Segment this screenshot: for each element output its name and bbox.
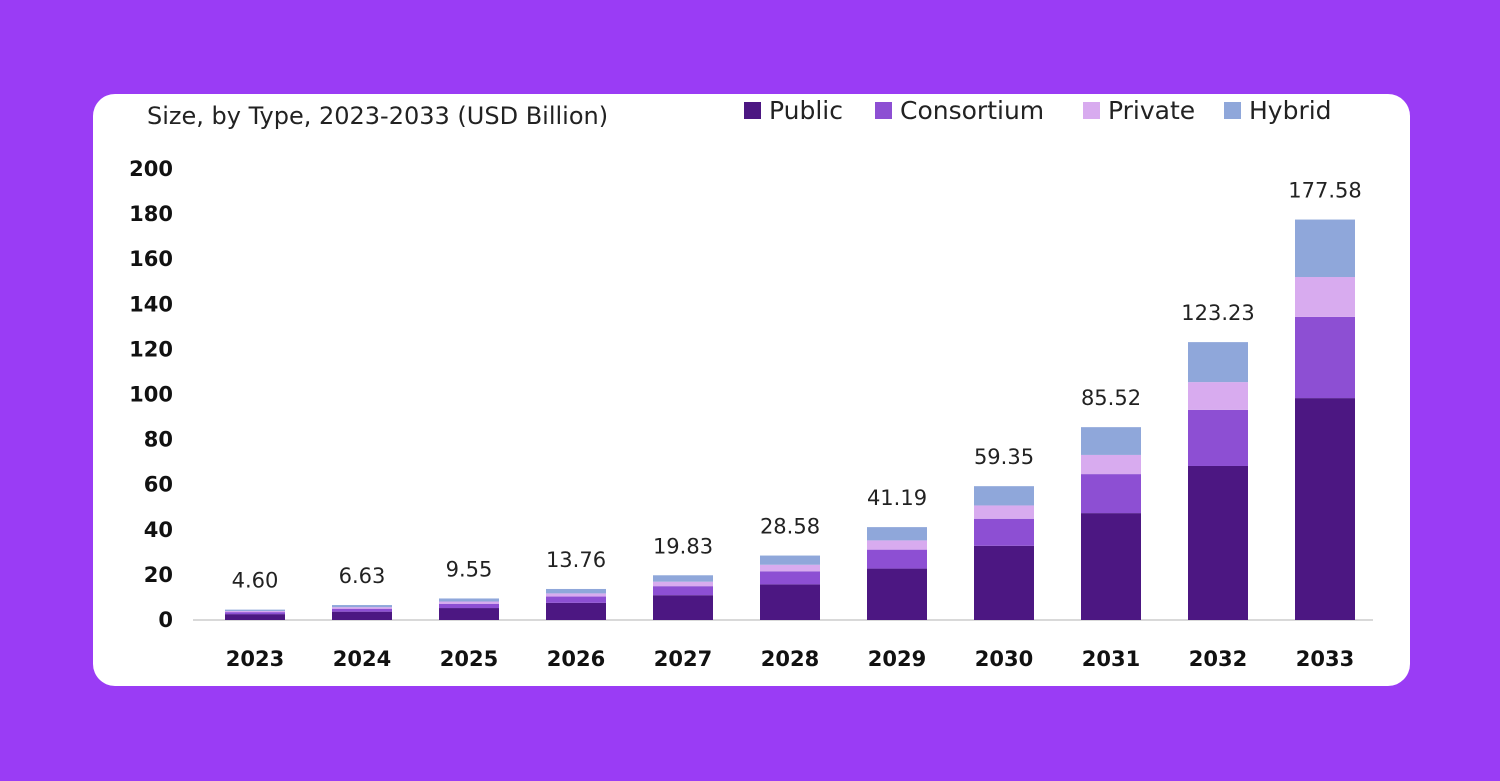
total-label-2024: 6.63 — [339, 564, 386, 588]
x-tick-label-2024: 2024 — [333, 647, 391, 671]
bar-segment-consortium-2033 — [1295, 316, 1355, 399]
x-tick-label-2025: 2025 — [440, 647, 498, 671]
y-tick-label: 120 — [129, 337, 173, 361]
legend-swatch-private — [1083, 102, 1100, 119]
x-tick-label-2032: 2032 — [1189, 647, 1247, 671]
bar-segment-private-2024 — [332, 607, 392, 609]
bar-segment-public-2026 — [546, 602, 606, 620]
bar-segment-public-2024 — [332, 611, 392, 620]
y-tick-label: 60 — [144, 473, 173, 497]
bar-segment-hybrid-2031 — [1081, 427, 1141, 455]
bar-segment-private-2031 — [1081, 454, 1141, 475]
bar-segment-consortium-2028 — [760, 571, 820, 585]
y-axis: 0 20 40 60 80 100 120 140 160 180 200 — [129, 157, 173, 632]
total-label-2026: 13.76 — [546, 548, 606, 572]
bar-segment-private-2032 — [1188, 382, 1248, 410]
bar-segment-private-2026 — [546, 593, 606, 597]
bar-segment-private-2030 — [974, 505, 1034, 519]
y-tick-label: 160 — [129, 247, 173, 271]
legend-swatch-consortium — [875, 102, 892, 119]
x-tick-label-2023: 2023 — [226, 647, 284, 671]
x-tick-label-2026: 2026 — [547, 647, 605, 671]
bar-segment-hybrid-2033 — [1295, 219, 1355, 278]
x-tick-label-2029: 2029 — [868, 647, 926, 671]
bar-segment-public-2025 — [439, 608, 499, 620]
bar-segment-private-2029 — [867, 540, 927, 550]
legend-label-private: Private — [1108, 96, 1195, 125]
total-label-2028: 28.58 — [760, 515, 820, 539]
total-label-2023: 4.60 — [232, 569, 279, 593]
bar-segment-public-2027 — [653, 595, 713, 620]
legend-label-hybrid: Hybrid — [1249, 96, 1332, 125]
bar-segment-private-2025 — [439, 601, 499, 604]
total-label-2031: 85.52 — [1081, 386, 1141, 410]
y-tick-label: 80 — [144, 428, 173, 452]
legend-swatch-public — [744, 102, 761, 119]
bar-segment-hybrid-2030 — [974, 486, 1034, 506]
bar-segment-public-2023 — [225, 614, 285, 620]
bar-segment-public-2030 — [974, 545, 1034, 620]
bar-segment-consortium-2029 — [867, 549, 927, 569]
legend-swatch-hybrid — [1224, 102, 1241, 119]
total-label-2032: 123.23 — [1181, 301, 1254, 325]
stacked-bar-chart: Size, by Type, 2023-2033 (USD Billion) P… — [129, 96, 1373, 671]
bar-segment-consortium-2030 — [974, 518, 1034, 546]
y-tick-label: 180 — [129, 202, 173, 226]
total-label-2027: 19.83 — [653, 534, 713, 558]
bar-segment-private-2033 — [1295, 277, 1355, 317]
bar-segment-hybrid-2028 — [760, 555, 820, 565]
bar-segment-hybrid-2026 — [546, 588, 606, 594]
chart-card: Size, by Type, 2023-2033 (USD Billion) P… — [93, 94, 1410, 686]
legend: Public Consortium Private Hybrid — [744, 96, 1332, 125]
bar-segment-public-2031 — [1081, 513, 1141, 620]
total-label-2030: 59.35 — [974, 445, 1034, 469]
y-tick-label: 100 — [129, 383, 173, 407]
bars — [225, 219, 1355, 620]
bar-segment-public-2033 — [1295, 398, 1355, 620]
bar-segment-consortium-2026 — [546, 596, 606, 603]
y-tick-label: 40 — [144, 518, 173, 542]
bar-segment-hybrid-2024 — [332, 605, 392, 608]
y-tick-label: 200 — [129, 157, 173, 181]
bar-segment-public-2029 — [867, 568, 927, 620]
x-axis: 2023 2024 2025 2026 2027 2028 2029 2030 2031 2032… — [226, 647, 1354, 671]
bar-segment-consortium-2027 — [653, 586, 713, 596]
bar-segment-public-2028 — [760, 584, 820, 620]
bar-segment-hybrid-2027 — [653, 575, 713, 582]
bar-segment-hybrid-2032 — [1188, 342, 1248, 383]
chart-title: Size, by Type, 2023-2033 (USD Billion) — [147, 102, 608, 130]
bar-segment-hybrid-2029 — [867, 527, 927, 541]
total-label-2029: 41.19 — [867, 486, 927, 510]
total-labels: 4.60 6.63 9.55 13.76 19.83 28.58 41.19 59.35 85.… — [232, 179, 1362, 593]
total-label-2033: 177.58 — [1288, 179, 1361, 203]
bar-segment-hybrid-2025 — [439, 598, 499, 602]
x-tick-label-2031: 2031 — [1082, 647, 1140, 671]
bar-segment-consortium-2032 — [1188, 409, 1248, 466]
bar-segment-consortium-2025 — [439, 603, 499, 609]
bar-segment-consortium-2023 — [225, 612, 285, 615]
bar-segment-private-2028 — [760, 564, 820, 572]
total-label-2025: 9.55 — [446, 557, 493, 581]
bar-segment-hybrid-2023 — [225, 609, 285, 611]
legend-label-consortium: Consortium — [900, 96, 1044, 125]
x-tick-label-2028: 2028 — [761, 647, 819, 671]
y-tick-label: 20 — [144, 563, 173, 587]
x-tick-label-2033: 2033 — [1296, 647, 1354, 671]
x-tick-label-2030: 2030 — [975, 647, 1033, 671]
bar-segment-consortium-2024 — [332, 608, 392, 612]
bar-segment-consortium-2031 — [1081, 474, 1141, 514]
legend-label-public: Public — [769, 96, 843, 125]
x-tick-label-2027: 2027 — [654, 647, 712, 671]
bar-segment-public-2032 — [1188, 465, 1248, 620]
y-tick-label: 140 — [129, 292, 173, 316]
bar-segment-private-2023 — [225, 610, 285, 613]
bar-segment-private-2027 — [653, 581, 713, 587]
y-tick-label: 0 — [158, 608, 173, 632]
